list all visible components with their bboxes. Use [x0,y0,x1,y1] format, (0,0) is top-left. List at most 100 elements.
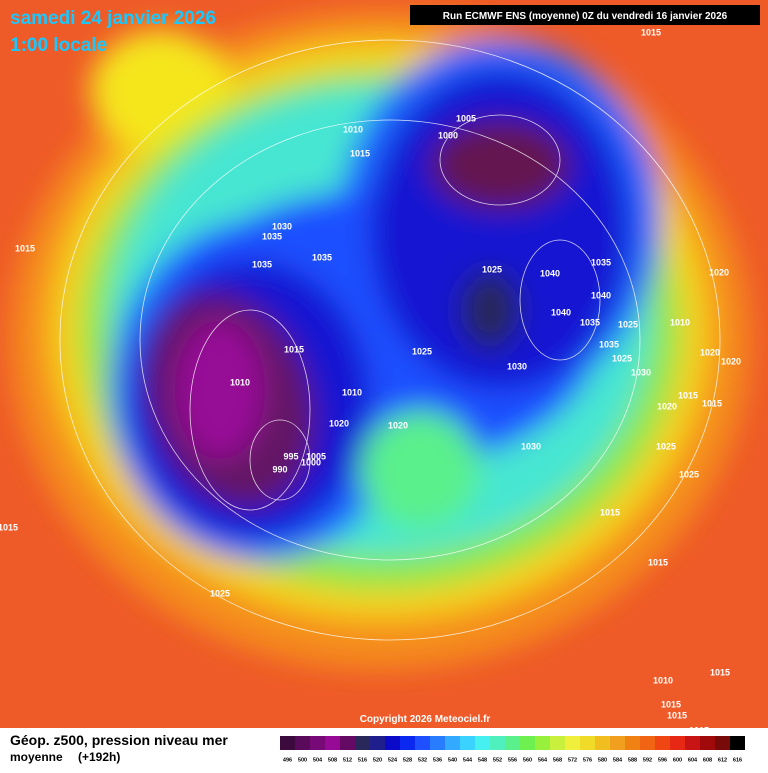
colorbar-swatch [685,736,700,750]
isobar-label: 1025 [412,346,432,356]
colorbar-swatch [340,736,355,750]
isobar-label: 1020 [657,401,677,411]
isobar-label: 1025 [482,264,502,274]
isobar-label: 1010 [230,377,250,387]
colorbar-label: 508 [328,757,337,763]
colorbar-label: 576 [583,757,592,763]
colorbar-label: 496 [283,757,292,763]
isobar-label: 1035 [599,339,619,349]
isobar-label: 1020 [329,418,349,428]
isobar-label: 1025 [679,469,699,479]
isobar-label: 1040 [591,290,611,300]
isobar-label: 1035 [252,259,272,269]
colorbar-label: 604 [688,757,698,763]
isobar-label: 1015 [702,398,722,408]
colorbar-swatch [370,736,385,750]
isobar-label: 1015 [284,344,304,354]
colorbar-label: 552 [493,757,502,763]
isobar-label: 1030 [521,441,541,451]
isobar-label: 1010 [670,317,690,327]
colorbar-swatch [730,736,745,750]
colorbar-swatch [475,736,490,750]
colorbar-swatch [355,736,370,750]
isobar-label: 1025 [210,588,230,598]
isobar-label: 1015 [641,27,661,37]
colorbar-swatch [700,736,715,750]
subtitle: 1:00 locale [10,35,107,56]
colorbar-label: 580 [598,757,607,763]
colorbar-swatch [610,736,625,750]
isobar-label: 1000 [438,130,458,140]
footer-subtitle: moyenne [10,750,63,764]
isobar-label: 1020 [709,267,729,277]
colorbar-label: 592 [643,757,652,763]
isobar-label: 1015 [667,710,687,720]
isobar-label: 1020 [700,347,720,357]
colorbar-swatch [280,736,295,750]
colorbar-label: 544 [463,757,473,763]
colorbar-label: 608 [703,757,712,763]
colorbar-swatch [520,736,535,750]
colorbar-label: 556 [508,757,517,763]
isobar-label: 995 [283,451,298,461]
colorbar-swatch [535,736,550,750]
isobar-label: 1020 [388,420,408,430]
colorbar-label: 564 [538,757,548,763]
isobar-label: 1025 [612,353,632,363]
colorbar-swatch [670,736,685,750]
colorbar-label: 600 [673,757,682,763]
title: samedi 24 janvier 2026 [10,8,216,29]
isobar-label: 1035 [580,317,600,327]
colorbar-label: 504 [313,757,323,763]
colorbar-label: 560 [523,757,532,763]
isobar-label: 1040 [551,307,571,317]
colorbar-swatch [715,736,730,750]
colorbar-swatch [385,736,400,750]
isobar-label: 1005 [456,113,476,123]
isobar-label: 1010 [342,387,362,397]
colorbar-label: 500 [298,757,307,763]
isobar-label: 1035 [262,231,282,241]
isobar-label: 1015 [600,507,620,517]
colorbar-swatch [415,736,430,750]
colorbar-label: 584 [613,757,623,763]
colorbar-swatch [325,736,340,750]
colorbar-label: 520 [373,757,382,763]
colorbar-swatch [310,736,325,750]
isobar-label: 1040 [540,268,560,278]
colorbar-label: 588 [628,757,637,763]
isobar-label: 1035 [312,252,332,262]
copyright: Copyright 2026 Meteociel.fr [360,714,491,725]
isobar-label: 1015 [678,390,698,400]
isobar-label: 1005 [306,451,326,461]
colorbar-swatch [430,736,445,750]
isobar-label: 1000 [301,457,321,467]
colorbar-label: 568 [553,757,562,763]
isobar-label: 1015 [710,667,730,677]
isobar-label: 990 [272,464,287,474]
isobar-label: 1015 [0,522,18,532]
colorbar-label: 596 [658,757,667,763]
colorbar-swatch [565,736,580,750]
isobar-label: 1015 [350,148,370,158]
colorbar-swatch [505,736,520,750]
colorbar-label: 512 [343,757,352,763]
colorbar-label: 524 [388,757,398,763]
colorbar-swatch [550,736,565,750]
isobar-label: 1015 [661,699,681,709]
colorbar-swatch [640,736,655,750]
isobar-label: 1030 [507,361,527,371]
isobar-label: 1015 [15,243,35,253]
colorbar-swatch [490,736,505,750]
colorbar-label: 532 [418,757,427,763]
isobar-label: 1035 [591,257,611,267]
lead-time: (+192h) [78,750,120,764]
isobar-label: 1015 [648,557,668,567]
colorbar-swatch [655,736,670,750]
isobar-label: 1030 [272,221,292,231]
colorbar-swatch [625,736,640,750]
colorbar-label: 616 [733,757,742,763]
colorbar-swatch [580,736,595,750]
